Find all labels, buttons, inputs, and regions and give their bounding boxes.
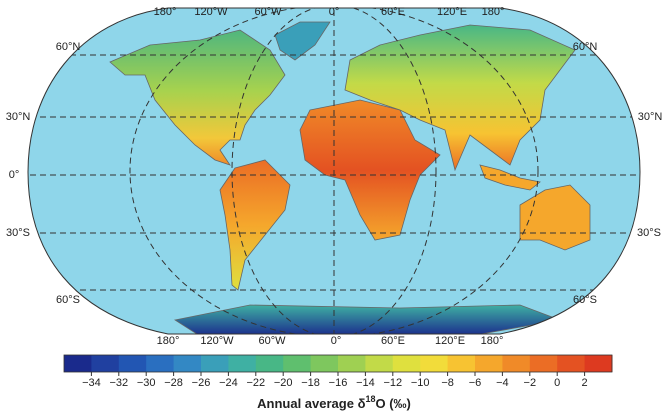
colorbar-bin: [201, 355, 229, 372]
australia: [519, 184, 591, 251]
caption-text: O (‰): [375, 396, 410, 411]
lat-label: 60°S: [56, 294, 80, 306]
lon-label: 180°: [482, 6, 505, 18]
lon-label: 0°: [331, 335, 342, 347]
colorbar-tick-label: −14: [356, 377, 375, 389]
colorbar-bin: [64, 355, 92, 372]
graticule: [28, 8, 640, 334]
colorbar-tick-label: 0: [554, 377, 560, 389]
colorbar-tick-label: −12: [383, 377, 402, 389]
colorbar-tick-label: −30: [137, 377, 156, 389]
north-america: [109, 29, 286, 166]
colorbar-bin: [310, 355, 339, 372]
eurasia: [344, 24, 576, 172]
colorbar-bin: [173, 355, 202, 372]
lat-label: 30°S: [637, 227, 661, 239]
lon-label: 0°: [329, 6, 340, 18]
south-america: [219, 159, 291, 291]
colorbar-tick-label: −20: [274, 377, 293, 389]
colorbar-tick-label: −18: [301, 377, 320, 389]
colorbar-bin: [365, 355, 394, 372]
antarctica: [173, 304, 562, 334]
colorbar-bin: [447, 355, 476, 372]
lon-label: 60°E: [381, 335, 405, 347]
colorbar-bin: [529, 355, 558, 372]
lon-label: 120°W: [194, 6, 228, 18]
colorbar-tick-label: −28: [164, 377, 183, 389]
colorbar: −34 −32 −30 −28 −26 −24 −22 −20 −18 −16 −14 −12 −10−…: [63, 354, 613, 389]
colorbar-tick-label: −4: [496, 377, 509, 389]
lat-label: 30°N: [6, 111, 31, 123]
colorbar-tick-label: −32: [109, 377, 128, 389]
globe-outline: [27, 7, 641, 335]
colorbar-tick-label: 2: [582, 377, 588, 389]
lon-label: 60°E: [381, 6, 405, 18]
colorbar-tick-label: −34: [82, 377, 101, 389]
colorbar-bin: [392, 355, 421, 372]
colorbar-bin: [584, 355, 613, 372]
colorbar-tick-label: −6: [469, 377, 482, 389]
colorbar-bin: [557, 355, 586, 372]
lon-label: 180°: [157, 335, 180, 347]
africa: [299, 99, 441, 241]
caption-superscript: 18: [365, 394, 375, 404]
colorbar-tick-label: −22: [246, 377, 265, 389]
lon-label: 60°W: [258, 335, 286, 347]
colorbar-bin: [228, 355, 257, 372]
colorbar-bin: [338, 355, 366, 372]
colorbar-bin: [502, 355, 531, 372]
graticule-labels: 180° 120°W 60°W 0° 60°E 120°E 180° 180° 120°W 60°…: [6, 6, 663, 347]
globe: [28, 8, 640, 334]
colorbar-tick-label: −8: [441, 377, 454, 389]
colorbar-bin: [283, 355, 312, 372]
colorbar-bin: [91, 355, 120, 372]
indonesia: [479, 164, 541, 191]
colorbar-tick-label: −16: [329, 377, 348, 389]
colorbar-tick-label: −2: [524, 377, 537, 389]
colorbar-bin: [255, 355, 284, 372]
lat-label: 30°S: [6, 227, 30, 239]
lat-label: 60°N: [573, 41, 598, 53]
lon-label: 60°W: [254, 6, 282, 18]
colorbar-caption: Annual average δ18O (‰): [257, 394, 411, 411]
colorbar-tick-label: −10: [411, 377, 430, 389]
lat-label: 60°N: [56, 41, 81, 53]
lat-label: 30°N: [638, 111, 663, 123]
caption-text: Annual average δ: [257, 396, 365, 411]
colorbar-bin: [420, 355, 449, 372]
colorbar-bin: [475, 355, 503, 372]
lon-label: 120°E: [435, 335, 465, 347]
lon-label: 120°E: [437, 6, 467, 18]
greenland: [274, 21, 331, 61]
lon-label: 180°: [481, 335, 504, 347]
lat-label: 60°S: [573, 294, 597, 306]
lat-label: 0°: [9, 169, 20, 181]
lon-label: 120°W: [200, 335, 234, 347]
colorbar-bin: [146, 355, 175, 372]
colorbar-bin: [118, 355, 147, 372]
colorbar-tick-label: −24: [219, 377, 238, 389]
colorbar-tick-label: −26: [192, 377, 211, 389]
lon-label: 180°: [154, 6, 177, 18]
